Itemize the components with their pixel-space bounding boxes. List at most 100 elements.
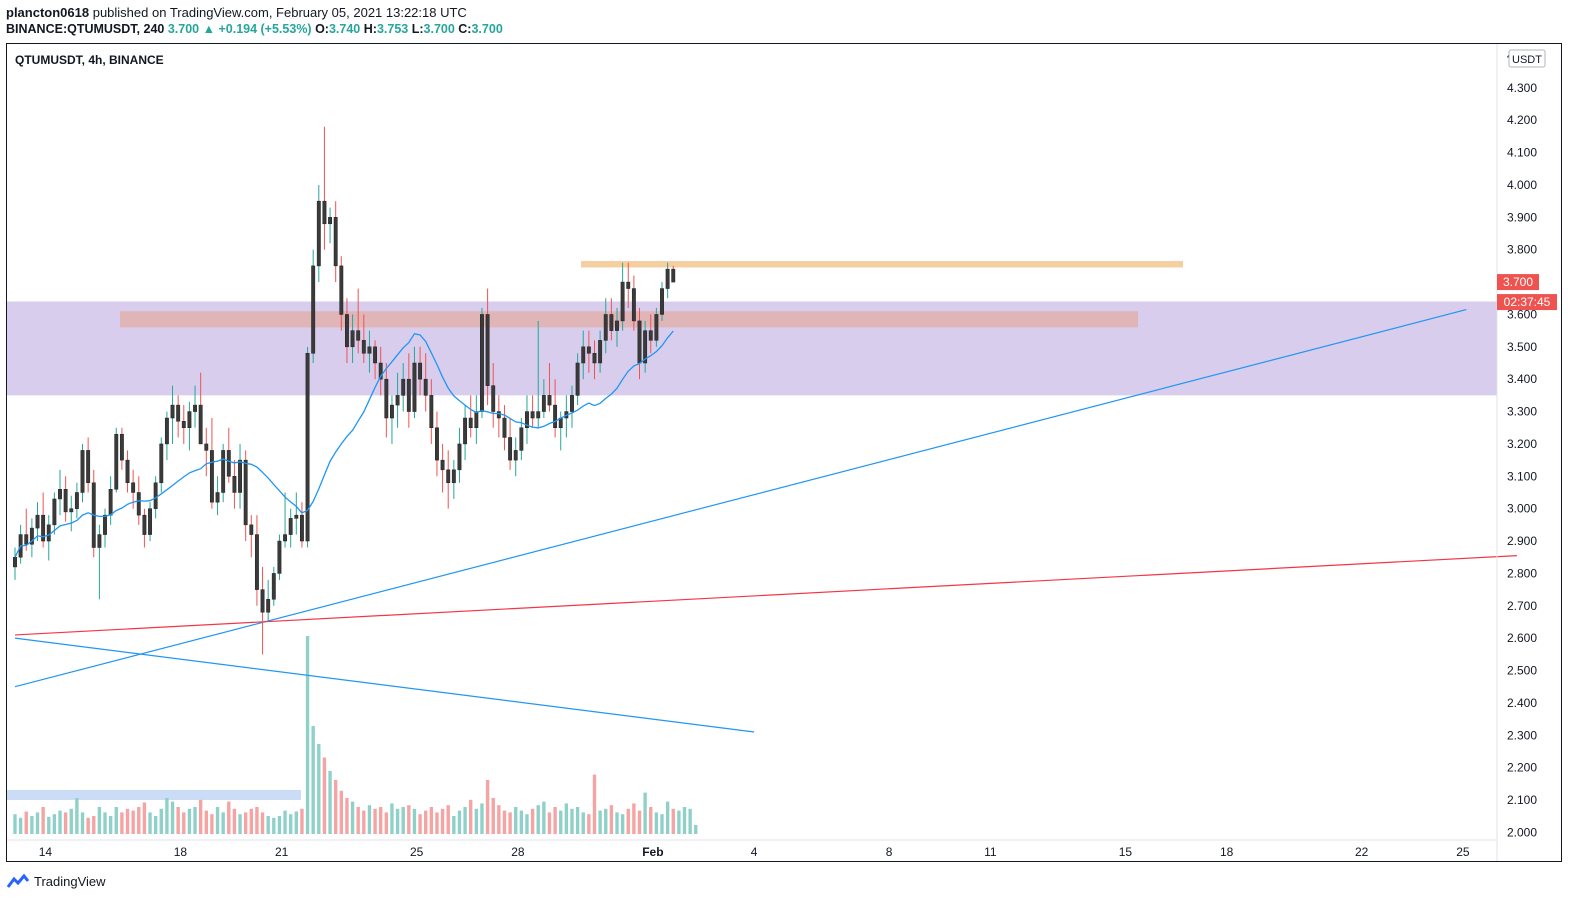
volume-bar — [401, 807, 405, 834]
volume-bar — [592, 774, 597, 834]
candle-body — [350, 330, 355, 348]
time-tick-label: 25 — [410, 845, 424, 859]
candle-body — [266, 599, 271, 613]
open-value: 3.740 — [328, 22, 361, 36]
volume-bar — [497, 805, 501, 834]
volume-bar — [525, 814, 529, 834]
candle — [468, 395, 473, 438]
volume-bar — [305, 636, 310, 834]
candle — [288, 508, 293, 548]
volume-bar — [384, 812, 389, 834]
candle-body — [553, 404, 558, 428]
publisher-name[interactable]: plancton0618 — [6, 5, 90, 20]
candle-body — [373, 346, 378, 364]
volume-bar — [446, 805, 450, 834]
time-tick-label: Feb — [642, 845, 663, 859]
candle-body — [468, 417, 473, 428]
candle — [513, 437, 518, 477]
candle — [24, 508, 29, 551]
candle — [395, 372, 400, 428]
candle — [277, 534, 282, 580]
volume-bar — [137, 807, 141, 834]
volume-bar — [491, 798, 495, 834]
candle — [665, 262, 670, 299]
candle-body — [153, 482, 158, 509]
tradingview-footer[interactable]: TradingView — [6, 873, 106, 889]
volume-bar — [47, 816, 51, 834]
last-price-label: 3.700 — [1503, 275, 1533, 289]
open-label: O: — [315, 22, 329, 36]
candle — [266, 579, 271, 622]
candle — [609, 298, 614, 341]
candle-body — [58, 488, 62, 500]
candle — [530, 395, 535, 428]
up-arrow-icon: ▲ — [202, 22, 215, 36]
candle-body — [333, 217, 338, 267]
countdown-label: 02:37:45 — [1504, 295, 1551, 309]
candle-body — [187, 411, 192, 428]
candle — [384, 363, 389, 438]
price-tick-label: 2.100 — [1507, 793, 1537, 807]
volume-bar — [131, 810, 135, 834]
volume-bar — [58, 810, 62, 834]
volume-bar — [362, 810, 366, 834]
candle — [603, 298, 608, 354]
volume-bar — [682, 807, 687, 834]
candle — [586, 330, 591, 373]
candle — [480, 307, 484, 419]
candle — [193, 385, 197, 428]
blue-volume-box — [7, 790, 301, 800]
candle — [148, 502, 152, 542]
candle — [373, 340, 378, 380]
volume-bar — [407, 805, 411, 834]
candle — [435, 411, 439, 477]
candle-body — [598, 340, 603, 364]
price-tick-label: 3.000 — [1507, 502, 1537, 516]
price-tick-label: 3.300 — [1507, 405, 1537, 419]
volume-bar — [452, 816, 456, 834]
candle-body — [367, 346, 372, 354]
candle-body — [294, 514, 299, 519]
candle-body — [35, 514, 40, 529]
volume-bar — [108, 816, 113, 834]
volume-bar — [255, 807, 259, 834]
candle-body — [463, 417, 468, 445]
candle — [260, 566, 265, 655]
candle — [626, 262, 631, 308]
candle-body — [592, 353, 597, 364]
candle — [570, 385, 574, 428]
candle — [114, 427, 119, 493]
candle — [209, 418, 214, 509]
candle — [35, 502, 40, 542]
candle — [592, 340, 597, 380]
candle-body — [418, 362, 423, 380]
price-chart[interactable]: 2.000 2.100 2.200 2.300 2.400 2.500 2.600 2.700… — [7, 44, 1561, 861]
volume-bar — [63, 812, 68, 834]
volume-bar — [153, 816, 158, 834]
volume-bar — [379, 807, 383, 834]
candle — [271, 566, 276, 606]
volume-bar — [581, 812, 585, 834]
candle — [299, 502, 304, 548]
volume-bar — [660, 814, 664, 834]
price-tick-label: 4.100 — [1507, 146, 1537, 160]
high-value: 3.753 — [376, 22, 409, 36]
volume-bar — [367, 805, 372, 834]
volume-bar — [587, 814, 591, 834]
candle — [108, 476, 113, 525]
candle-body — [519, 427, 524, 451]
candle — [671, 265, 676, 283]
time-tick-label: 14 — [39, 845, 53, 859]
price-tick-label: 2.600 — [1507, 631, 1537, 645]
candle — [451, 460, 456, 499]
chart-frame[interactable]: 2.000 2.100 2.200 2.300 2.400 2.500 2.600 2.700… — [6, 43, 1562, 862]
red-support-zone — [120, 311, 1138, 328]
symbol-line: BINANCE:QTUMUSDT, 240 — [6, 22, 165, 36]
candle — [339, 256, 344, 331]
volume-bar — [339, 790, 344, 834]
candle — [418, 346, 423, 396]
volume-bar — [272, 817, 276, 834]
time-tick-label: 21 — [275, 845, 289, 859]
time-tick-label: 4 — [751, 845, 758, 859]
volume-bar — [519, 810, 524, 834]
